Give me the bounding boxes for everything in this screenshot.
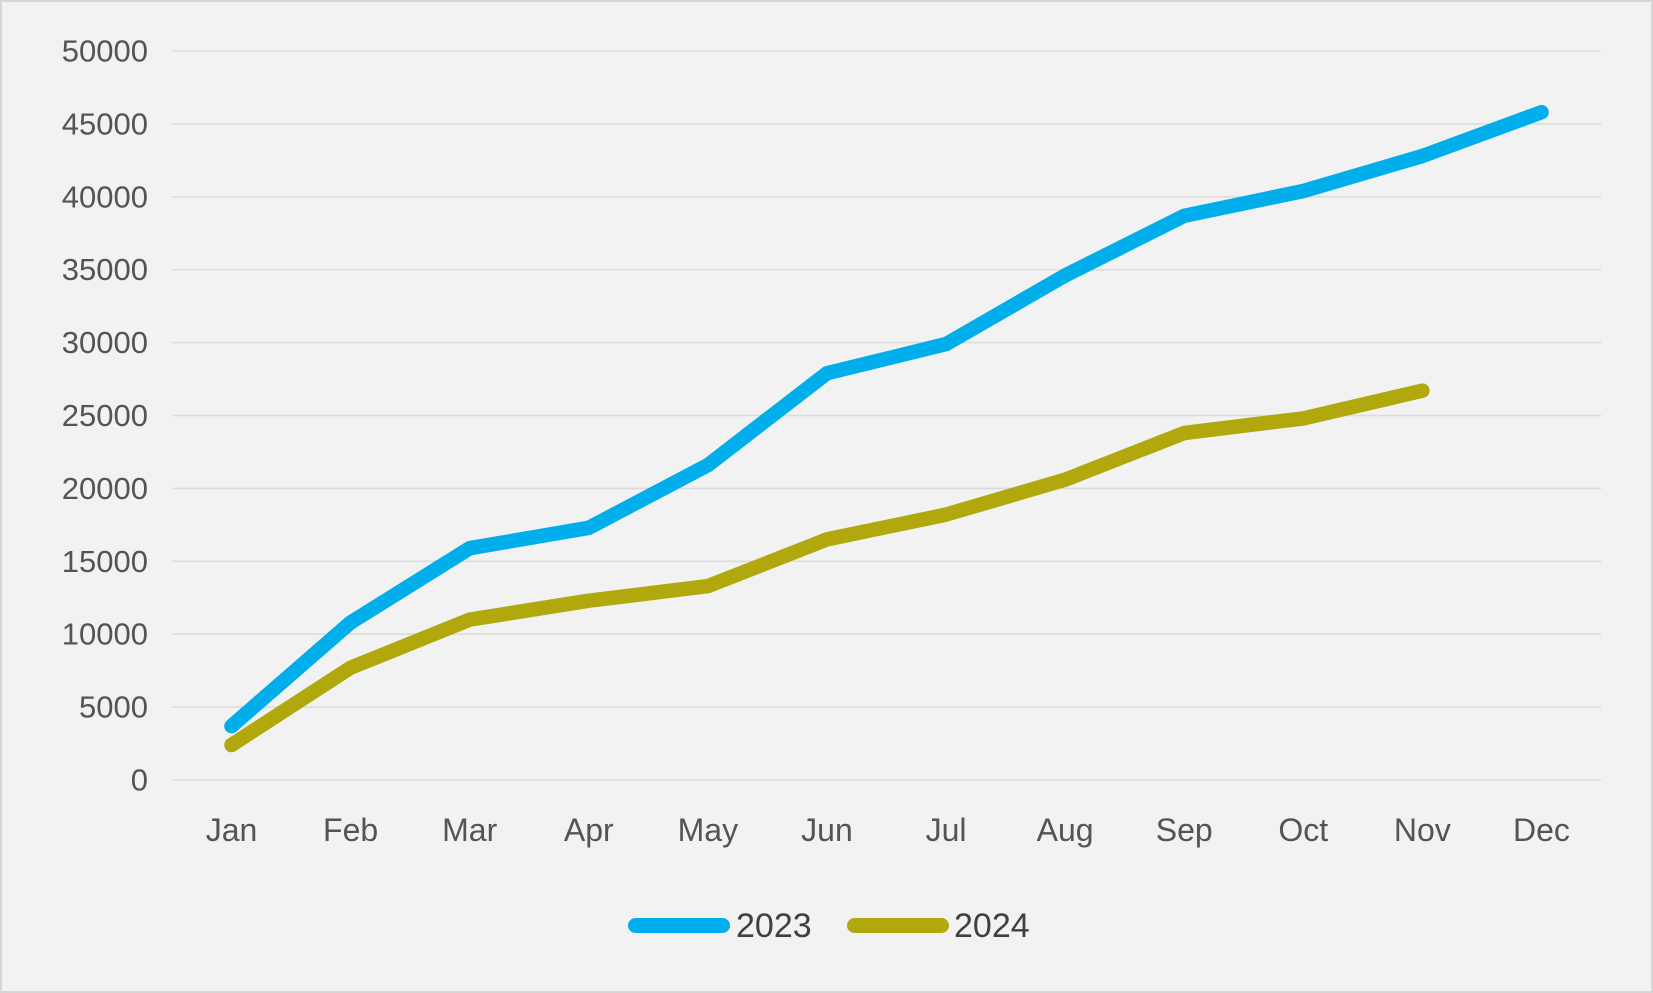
x-axis-label: Jul	[926, 812, 967, 848]
x-axis-label: Mar	[442, 812, 497, 848]
x-axis-label: May	[678, 812, 738, 848]
legend-swatch-2024	[847, 918, 949, 933]
y-axis-tick-label: 25000	[62, 398, 148, 433]
series-line-2023	[224, 104, 1549, 734]
y-axis-tick-label: 50000	[62, 34, 148, 69]
y-axis-tick-label: 40000	[62, 179, 148, 214]
y-axis-tick-label: 45000	[62, 106, 148, 141]
x-axis-label: Jan	[206, 812, 258, 848]
y-axis-tick-label: 20000	[62, 471, 148, 506]
y-axis-tick-label: 5000	[79, 690, 148, 725]
y-axis-tick-label: 35000	[62, 252, 148, 287]
x-axis-label: Nov	[1394, 812, 1451, 848]
x-axis-label: Oct	[1278, 812, 1328, 848]
x-axis-label: Sep	[1156, 812, 1213, 848]
y-axis-tick-label: 0	[131, 763, 148, 798]
y-axis-tick-label: 10000	[62, 617, 148, 652]
series-line-2024	[224, 383, 1430, 753]
legend-swatch-2023	[628, 918, 730, 933]
legend-label-2024: 2024	[954, 907, 1030, 945]
x-axis-label: Dec	[1513, 812, 1570, 848]
x-axis-label: Feb	[323, 812, 378, 848]
y-axis-tick-label: 30000	[62, 325, 148, 360]
x-axis-label: Apr	[564, 812, 614, 848]
y-axis-tick-label: 15000	[62, 544, 148, 579]
legend-label-2023: 2023	[736, 907, 812, 945]
x-axis-label: Aug	[1037, 812, 1094, 848]
x-axis-label: Jun	[801, 812, 853, 848]
